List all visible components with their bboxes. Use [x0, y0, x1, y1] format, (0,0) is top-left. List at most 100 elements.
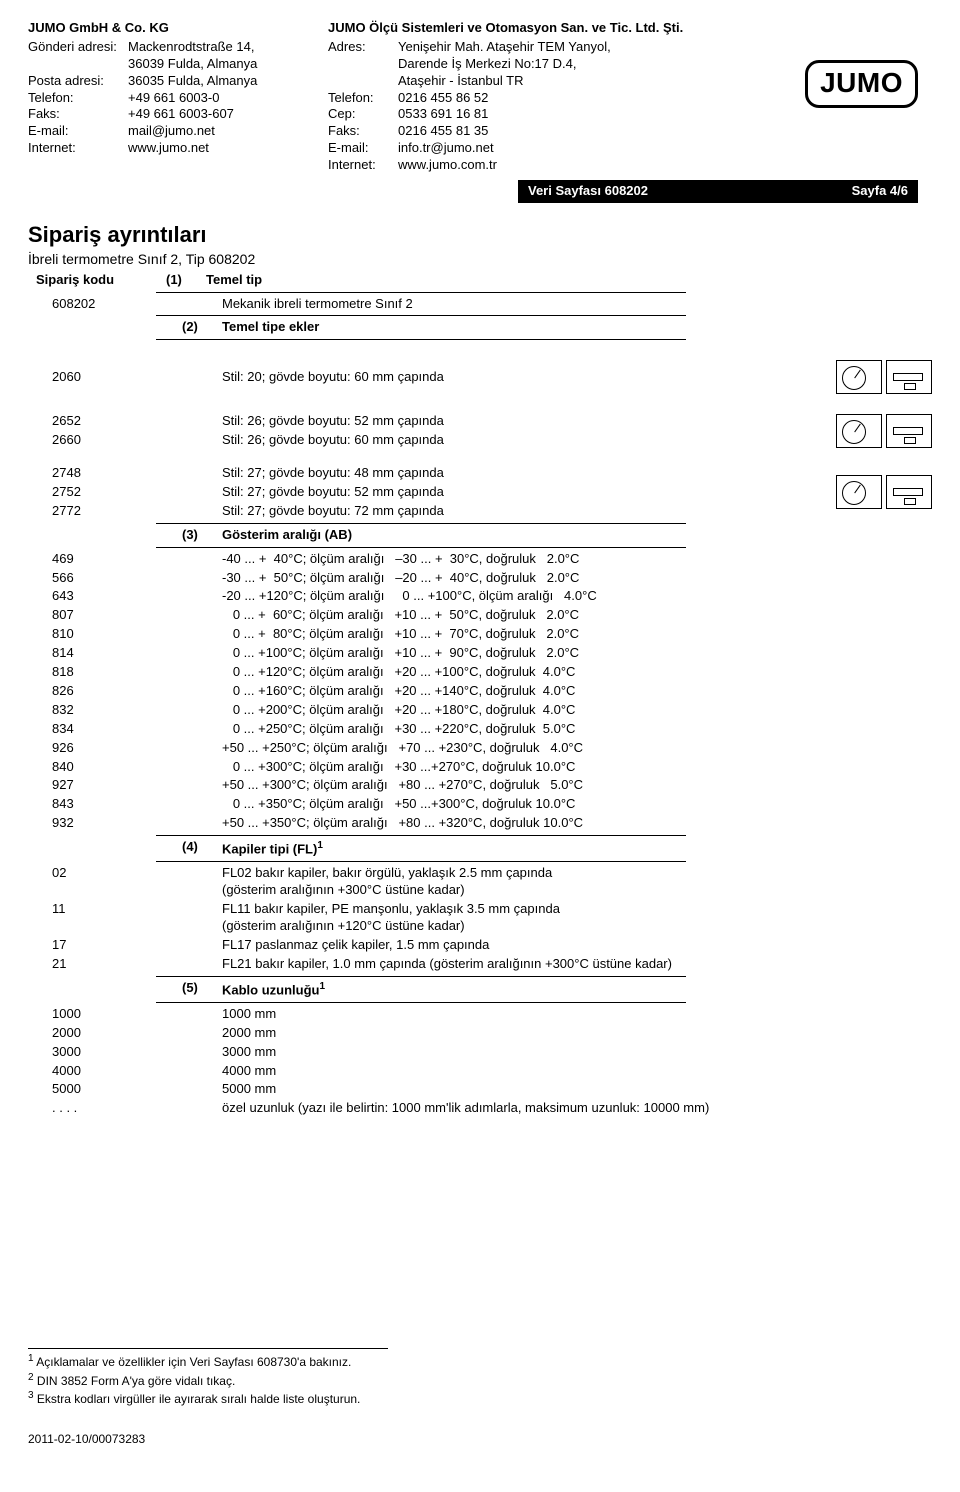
range-desc: 0 ... + 80°C; ölçüm aralığı +10 ... + 70… [222, 626, 932, 643]
style-code: 2060 [28, 369, 182, 386]
capillary-row: 02FL02 bakır kapiler, bakır örgülü, yakl… [28, 864, 932, 900]
section-5-label: Kablo uzunluğu1 [222, 980, 932, 999]
range-row: 932+50 ... +350°C; ölçüm aralığı +80 ...… [28, 814, 932, 833]
address-value: www.jumo.com.tr [398, 157, 758, 174]
cable-code: 3000 [28, 1044, 182, 1061]
jumo-logo: JUMO [805, 60, 918, 108]
range-code: 818 [28, 664, 182, 681]
range-row: 834 0 ... +250°C; ölçüm aralığı +30 ... … [28, 720, 932, 739]
range-desc: +50 ... +250°C; ölçüm aralığı +70 ... +2… [222, 740, 932, 757]
range-code: 810 [28, 626, 182, 643]
style-code: 2652 [28, 413, 182, 430]
cable-row: . . . . özel uzunluk (yazı ile belirtin: … [28, 1099, 932, 1118]
address-label: Internet: [328, 157, 398, 174]
section-3-label: Gösterim aralığı (AB) [222, 527, 932, 544]
address-label: Adres: [328, 39, 398, 56]
address-label [28, 56, 128, 73]
gauge-front-icon [836, 360, 882, 394]
address-value: Ataşehir - İstanbul TR [398, 73, 758, 90]
section-5-num: (5) [182, 980, 222, 997]
address-label: E-mail: [28, 123, 128, 140]
address-value: 36039 Fulda, Almanya [128, 56, 328, 73]
style-desc: Stil: 27; gövde boyutu: 52 mm çapında [222, 484, 792, 501]
range-row: 818 0 ... +120°C; ölçüm aralığı +20 ... … [28, 663, 932, 682]
address-row: Faks:0216 455 81 35 [328, 123, 758, 140]
style-code: 2748 [28, 465, 182, 482]
cable-desc: özel uzunluk (yazı ile belirtin: 1000 mm… [222, 1100, 932, 1117]
style-desc: Stil: 26; gövde boyutu: 52 mm çapında [222, 413, 792, 430]
capillary-code: 17 [28, 937, 182, 954]
address-value: mail@jumo.net [128, 123, 328, 140]
section-subtitle: İbreli termometre Sınıf 2, Tip 608202 [28, 250, 932, 268]
footnote-3-text: Ekstra kodları virgüller ile ayırarak sı… [37, 1392, 360, 1406]
range-row: 643 -20 ... +120°C; ölçüm aralığı 0 ... +… [28, 587, 932, 606]
capillary-desc: FL21 bakır kapiler, 1.0 mm çapında (göst… [222, 956, 932, 973]
address-row: Telefon:0216 455 86 52 [328, 90, 758, 107]
gauge-side-icon [886, 475, 932, 509]
range-code: 843 [28, 796, 182, 813]
address-row: Gönderi adresi:Mackenrodtstraße 14, [28, 39, 328, 56]
range-code: 643 [28, 588, 182, 605]
address-row: Ataşehir - İstanbul TR [328, 73, 758, 90]
address-value: 36035 Fulda, Almanya [128, 73, 328, 90]
range-code: 932 [28, 815, 182, 832]
address-row: E-mail:info.tr@jumo.net [328, 140, 758, 157]
range-row: 469-40 ... + 40°C; ölçüm aralığı –30 ...… [28, 550, 932, 569]
cable-row: 10001000 mm [28, 1005, 932, 1024]
address-label: E-mail: [328, 140, 398, 157]
style-row: 2752 Stil: 27; gövde boyutu: 52 mm çapınd… [28, 483, 792, 502]
footnote-2-num: 2 [28, 1372, 34, 1383]
range-desc: 0 ... + 60°C; ölçüm aralığı +10 ... + 50… [222, 607, 932, 624]
range-code: 832 [28, 702, 182, 719]
range-desc: 0 ... +250°C; ölçüm aralığı +30 ... +220… [222, 721, 932, 738]
style-row: 2772Stil: 27; gövde boyutu: 72 mm çapınd… [28, 502, 792, 521]
style-desc: Stil: 27; gövde boyutu: 48 mm çapında [222, 465, 792, 482]
section-title: Sipariş ayrıntıları [28, 221, 932, 250]
address-value: www.jumo.net [128, 140, 328, 157]
address-label [328, 73, 398, 90]
address-row: Posta adresi:36035 Fulda, Almanya [28, 73, 328, 90]
address-label: Telefon: [328, 90, 398, 107]
section-2-label: Temel tipe ekler [222, 319, 932, 336]
style-desc: Stil: 27; gövde boyutu: 72 mm çapında [222, 503, 792, 520]
capillary-row: 11FL11 bakır kapiler, PE manşonlu, yakla… [28, 900, 932, 936]
range-code: 927 [28, 777, 182, 794]
range-code: 807 [28, 607, 182, 624]
cable-row: 20002000 mm [28, 1024, 932, 1043]
document-id: 2011-02-10/00073283 [28, 1432, 932, 1448]
footnote-1-num: 1 [28, 1353, 34, 1364]
range-desc: +50 ... +300°C; ölçüm aralığı +80 ... +2… [222, 777, 932, 794]
footnote-2: 2 DIN 3852 Form A'ya göre vidalı tıkaç. [28, 1371, 388, 1390]
header-block: JUMO GmbH & Co. KG Gönderi adresi:Macken… [28, 20, 932, 174]
range-desc: -20 ... +120°C; ölçüm aralığı 0 ... +100… [222, 588, 932, 605]
address-label: Posta adresi: [28, 73, 128, 90]
capillary-code: 11 [28, 901, 182, 918]
cable-row: 4000 4000 mm [28, 1062, 932, 1081]
section-3-num: (3) [182, 527, 222, 544]
datasheet-bar: Veri Sayfası 608202 Sayfa 4/6 [518, 180, 918, 203]
main-content: Sipariş ayrıntıları İbreli termometre Sı… [28, 221, 932, 1118]
company-name-left: JUMO GmbH & Co. KG [28, 20, 328, 37]
address-value: +49 661 6003-0 [128, 90, 328, 107]
address-label: Faks: [28, 106, 128, 123]
range-row: 826 0 ... +160°C; ölçüm aralığı +20 ... … [28, 682, 932, 701]
range-code: 834 [28, 721, 182, 738]
range-desc: 0 ... +160°C; ölçüm aralığı +20 ... +140… [222, 683, 932, 700]
range-desc: 0 ... +200°C; ölçüm aralığı +20 ... +180… [222, 702, 932, 719]
section-5-label-text: Kablo uzunluğu [222, 982, 319, 997]
style-code: 2752 [28, 484, 182, 501]
gauge-side-icon [886, 360, 932, 394]
cable-code: . . . . [28, 1100, 182, 1117]
range-desc: -30 ... + 50°C; ölçüm aralığı –20 ... + … [222, 570, 932, 587]
order-code-label: Sipariş kodu [28, 272, 166, 289]
style-diagram-icon [792, 414, 932, 448]
footnote-2-text: DIN 3852 Form A'ya göre vidalı tıkaç. [37, 1374, 235, 1388]
range-code: 826 [28, 683, 182, 700]
cable-desc: 4000 mm [222, 1063, 932, 1080]
cable-code: 4000 [28, 1063, 182, 1080]
address-value: 0533 691 16 81 [398, 106, 758, 123]
range-row: 832 0 ... +200°C; ölçüm aralığı +20 ... … [28, 701, 932, 720]
address-row: E-mail:mail@jumo.net [28, 123, 328, 140]
capillary-row: 21FL21 bakır kapiler, 1.0 mm çapında (gö… [28, 955, 932, 974]
section-4-num: (4) [182, 839, 222, 856]
